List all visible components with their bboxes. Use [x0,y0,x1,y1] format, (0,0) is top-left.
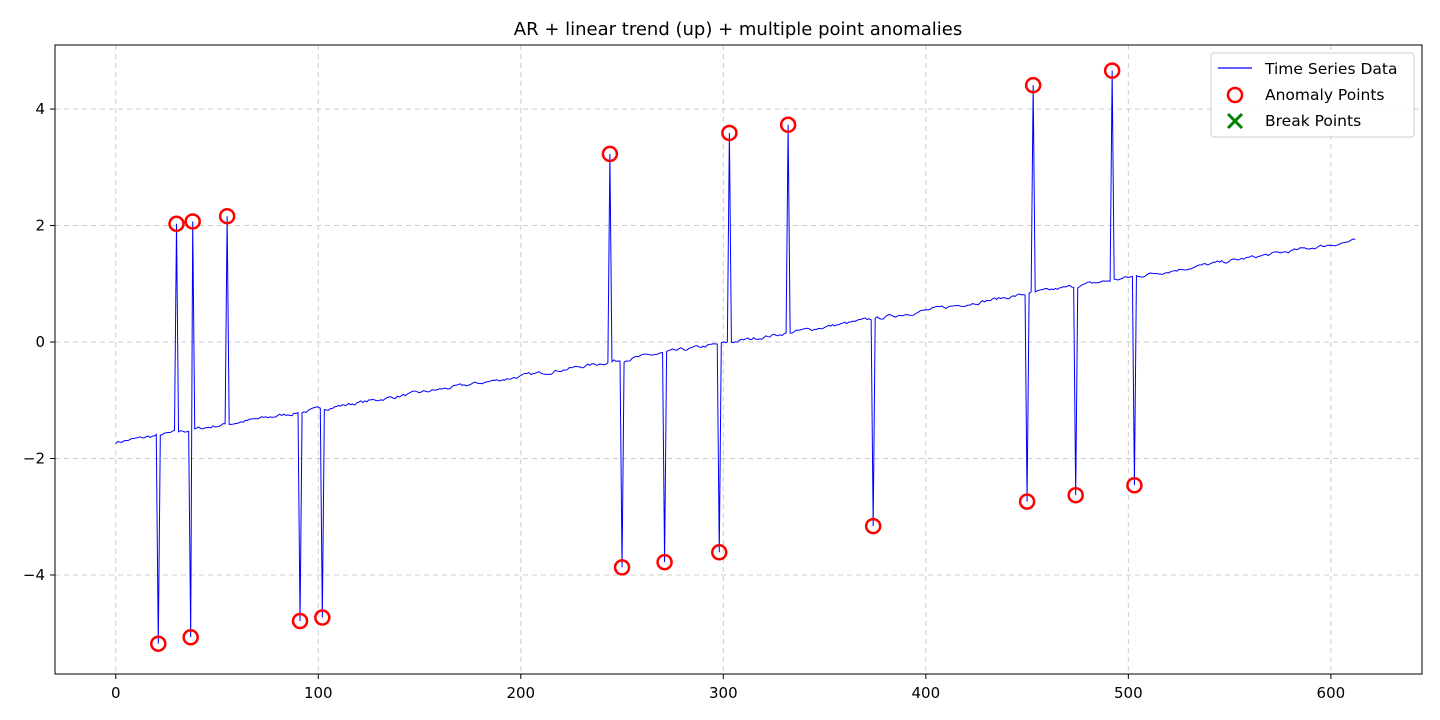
x-tick-label: 200 [506,684,535,702]
anomaly-point [779,116,797,134]
anomaly-markers [150,62,1143,652]
x-tick-label: 400 [912,684,941,702]
anomaly-point [864,517,882,535]
legend-box [1210,52,1415,138]
x-tick-label: 300 [709,684,738,702]
x-tick-label: 100 [304,684,333,702]
legend-x-swatch [1226,112,1244,130]
axes: 0 100 200 300 400 500 600 −4 −2 0 2 4 [23,100,1345,702]
y-tick-label: 4 [35,100,45,118]
series-line-time-series-data [115,70,1356,644]
x-tick-label: 0 [111,684,121,702]
anomaly-point [150,635,167,652]
legend-label-anomalies: Anomaly Points [1265,86,1384,104]
anomaly-point [291,612,309,630]
legend: Time Series Data Anomaly Points Break Po… [1210,52,1415,138]
legend-circle-swatch [1226,86,1244,104]
chart-title: AR + linear trend (up) + multiple point … [514,19,962,40]
legend-label-breaks: Break Points [1265,112,1361,130]
anomaly-point [1103,62,1121,79]
y-tick-label: −2 [23,450,45,468]
y-tick-label: −4 [23,566,45,584]
y-tick-label: 0 [35,333,45,351]
anomaly-point [721,124,738,142]
anomaly-point [314,609,331,626]
anomaly-point [168,215,185,233]
series-layer [115,70,1356,644]
x-tick-label: 500 [1114,684,1143,702]
y-tick-label: 2 [35,217,45,235]
anomaly-point [1067,486,1084,504]
grid [55,45,1422,674]
anomaly-point [711,544,728,561]
plot-frame [54,44,1423,675]
anomaly-point [1024,76,1042,94]
anomaly-point [656,553,673,571]
anomaly-point [1018,493,1036,510]
x-tick-label: 600 [1317,684,1346,702]
anomaly-point [218,207,236,225]
anomaly-point [1126,477,1143,494]
anomaly-point [613,559,631,576]
anomaly-point [182,629,199,646]
anomaly-point [601,145,619,163]
anomaly-point [184,213,201,230]
legend-label-series: Time Series Data [1264,60,1397,78]
